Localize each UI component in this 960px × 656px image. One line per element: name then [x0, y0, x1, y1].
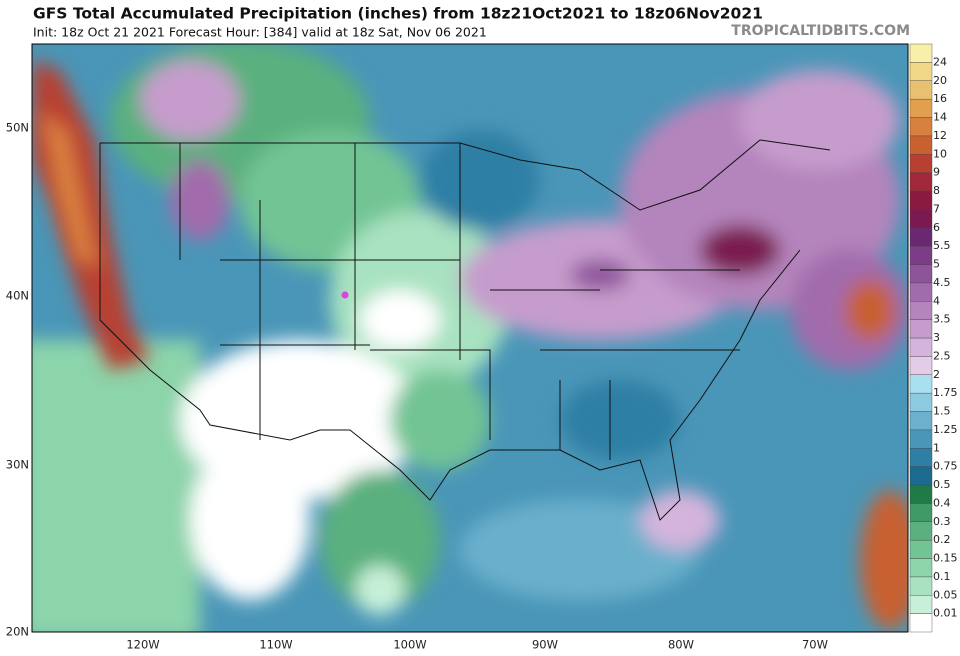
colorbar-box — [909, 282, 933, 302]
colorbar-box — [909, 503, 933, 522]
lon-label: 110W — [259, 638, 292, 652]
colorbar-label: 5 — [933, 258, 940, 271]
colorbar-label: 2 — [933, 368, 940, 381]
colorbar-label: 0.75 — [933, 460, 958, 473]
colorbar-label: 0.05 — [933, 588, 958, 601]
colorbar-box — [909, 448, 933, 467]
colorbar-label: 12 — [933, 129, 947, 142]
colorbar-box — [909, 319, 933, 339]
colorbar-box — [909, 613, 933, 633]
colorbar-label: 0.01 — [933, 607, 958, 620]
colorbar-box — [909, 62, 933, 81]
colorbar-box — [909, 227, 933, 247]
colorbar-label: 4.5 — [933, 276, 951, 289]
lon-label: 90W — [532, 638, 558, 652]
precip-map — [32, 44, 908, 632]
colorbar-label: 0.3 — [933, 515, 951, 528]
colorbar-box — [909, 264, 933, 284]
colorbar-label: 3.5 — [933, 313, 951, 326]
colorbar-label: 0.1 — [933, 570, 951, 583]
lat-label: 50N — [6, 121, 29, 135]
colorbar-box — [909, 595, 933, 614]
colorbar-box — [909, 117, 933, 137]
colorbar-box — [909, 356, 933, 375]
colorbar-box — [909, 154, 933, 173]
colorbar-label: 5.5 — [933, 239, 951, 252]
colorbar-label: 2.5 — [933, 349, 951, 362]
colorbar-box — [909, 484, 933, 504]
colorbar-box — [909, 539, 933, 559]
colorbar-label: 14 — [933, 111, 947, 124]
colorbar-label: 4 — [933, 294, 940, 307]
colorbar-box — [909, 245, 933, 265]
colorbar-box — [909, 172, 933, 192]
colorbar-box — [909, 209, 933, 228]
colorbar-box — [909, 392, 933, 412]
colorbar-label: 10 — [933, 147, 947, 160]
lat-label: 30N — [6, 458, 29, 472]
colorbar-label: 16 — [933, 92, 947, 105]
colorbar-box — [909, 521, 933, 541]
colorbar-label: 6 — [933, 221, 940, 234]
colorbar-box — [909, 374, 933, 394]
colorbar-label: 8 — [933, 184, 940, 197]
lon-label: 80W — [668, 638, 694, 652]
colorbar-box — [909, 558, 933, 578]
credit: TROPICALTIDBITS.COM — [731, 23, 910, 39]
colorbar-label: 7 — [933, 202, 940, 215]
colorbar-box — [909, 80, 933, 100]
colorbar-label: 3 — [933, 331, 940, 344]
colorbar-box — [909, 429, 933, 449]
colorbar-box — [909, 576, 933, 596]
lon-labels: 120W 110W 100W 90W 80W 70W — [126, 638, 828, 652]
map-frame — [31, 43, 909, 633]
colorbar-label: 0.5 — [933, 478, 951, 491]
colorbar-label: 0.15 — [933, 552, 958, 565]
colorbar-box — [909, 43, 933, 63]
lon-label: 100W — [393, 638, 426, 652]
lat-labels: 50N 40N 30N 20N — [6, 121, 29, 639]
lon-label: 70W — [802, 638, 828, 652]
colorbar-label: 20 — [933, 74, 947, 87]
colorbar-label: 24 — [933, 55, 947, 68]
colorbar-label: 0.2 — [933, 533, 951, 546]
colorbar-label: 9 — [933, 166, 940, 179]
subtitle: Init: 18z Oct 21 2021 Forecast Hour: [38… — [33, 25, 487, 40]
colorbar-box — [909, 98, 933, 118]
title: GFS Total Accumulated Precipitation (inc… — [33, 5, 763, 23]
colorbar-box — [909, 190, 933, 210]
colorbar-box — [909, 411, 933, 431]
colorbar-box — [909, 135, 933, 155]
colorbar-label: 1.75 — [933, 386, 958, 399]
colorbar-box — [909, 337, 933, 357]
colorbar-box — [909, 301, 933, 320]
colorbar-box — [909, 466, 933, 486]
colorbar-label: 1.5 — [933, 405, 951, 418]
colorbar: 0.01 0.05 0.1 0.15 0.2 0.3 0.4 0.5 0.75 1 1.25 1.5 1… — [909, 43, 958, 633]
colorbar-label: 1.25 — [933, 423, 958, 436]
lon-label: 120W — [126, 638, 159, 652]
colorbar-label: 1 — [933, 441, 940, 454]
lat-label: 40N — [6, 289, 29, 303]
colorbar-label: 0.4 — [933, 496, 951, 509]
lat-label: 20N — [6, 625, 29, 639]
